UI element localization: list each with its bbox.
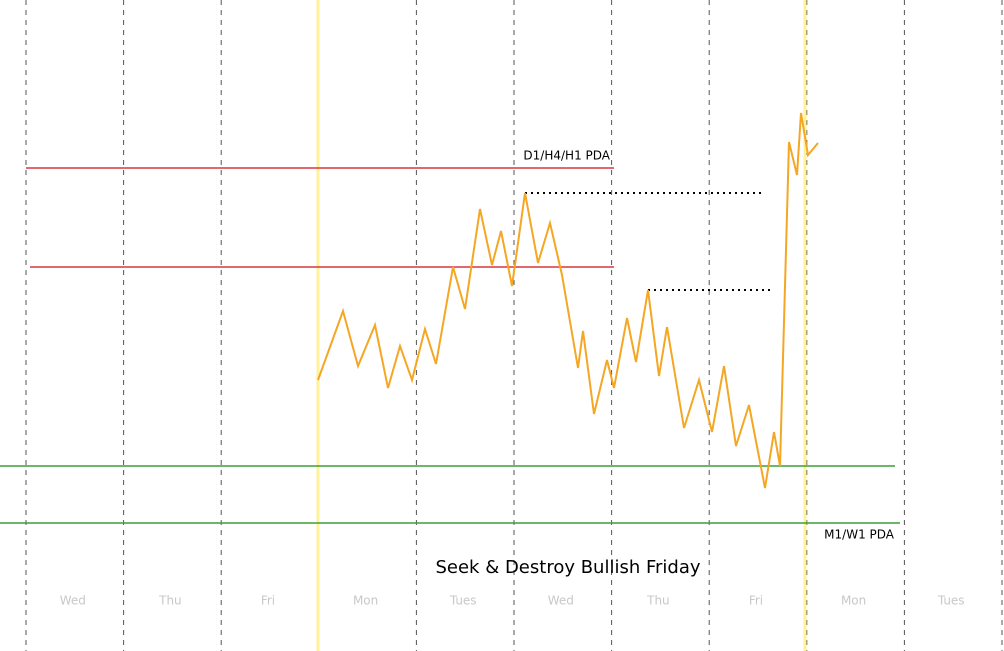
day-label: Tues bbox=[449, 594, 477, 608]
day-separators bbox=[25, 0, 1003, 651]
day-label: Fri bbox=[261, 594, 275, 608]
level-label: M1/W1 PDA bbox=[824, 528, 895, 542]
day-label: Mon bbox=[353, 594, 378, 608]
day-label: Fri bbox=[749, 594, 763, 608]
day-label: Thu bbox=[158, 594, 182, 608]
price-path bbox=[317, 112, 819, 489]
level-label: D1/H4/H1 PDA bbox=[523, 149, 610, 163]
day-label: Wed bbox=[548, 594, 574, 608]
day-label: Mon bbox=[841, 594, 866, 608]
day-label: Tues bbox=[937, 594, 965, 608]
chart-title: Seek & Destroy Bullish Friday bbox=[435, 557, 700, 578]
day-label: Thu bbox=[646, 594, 670, 608]
day-labels: Wed Thu Fri Mon Tues Wed Thu Fri Mon Tues bbox=[60, 594, 965, 608]
day-label: Wed bbox=[60, 594, 86, 608]
